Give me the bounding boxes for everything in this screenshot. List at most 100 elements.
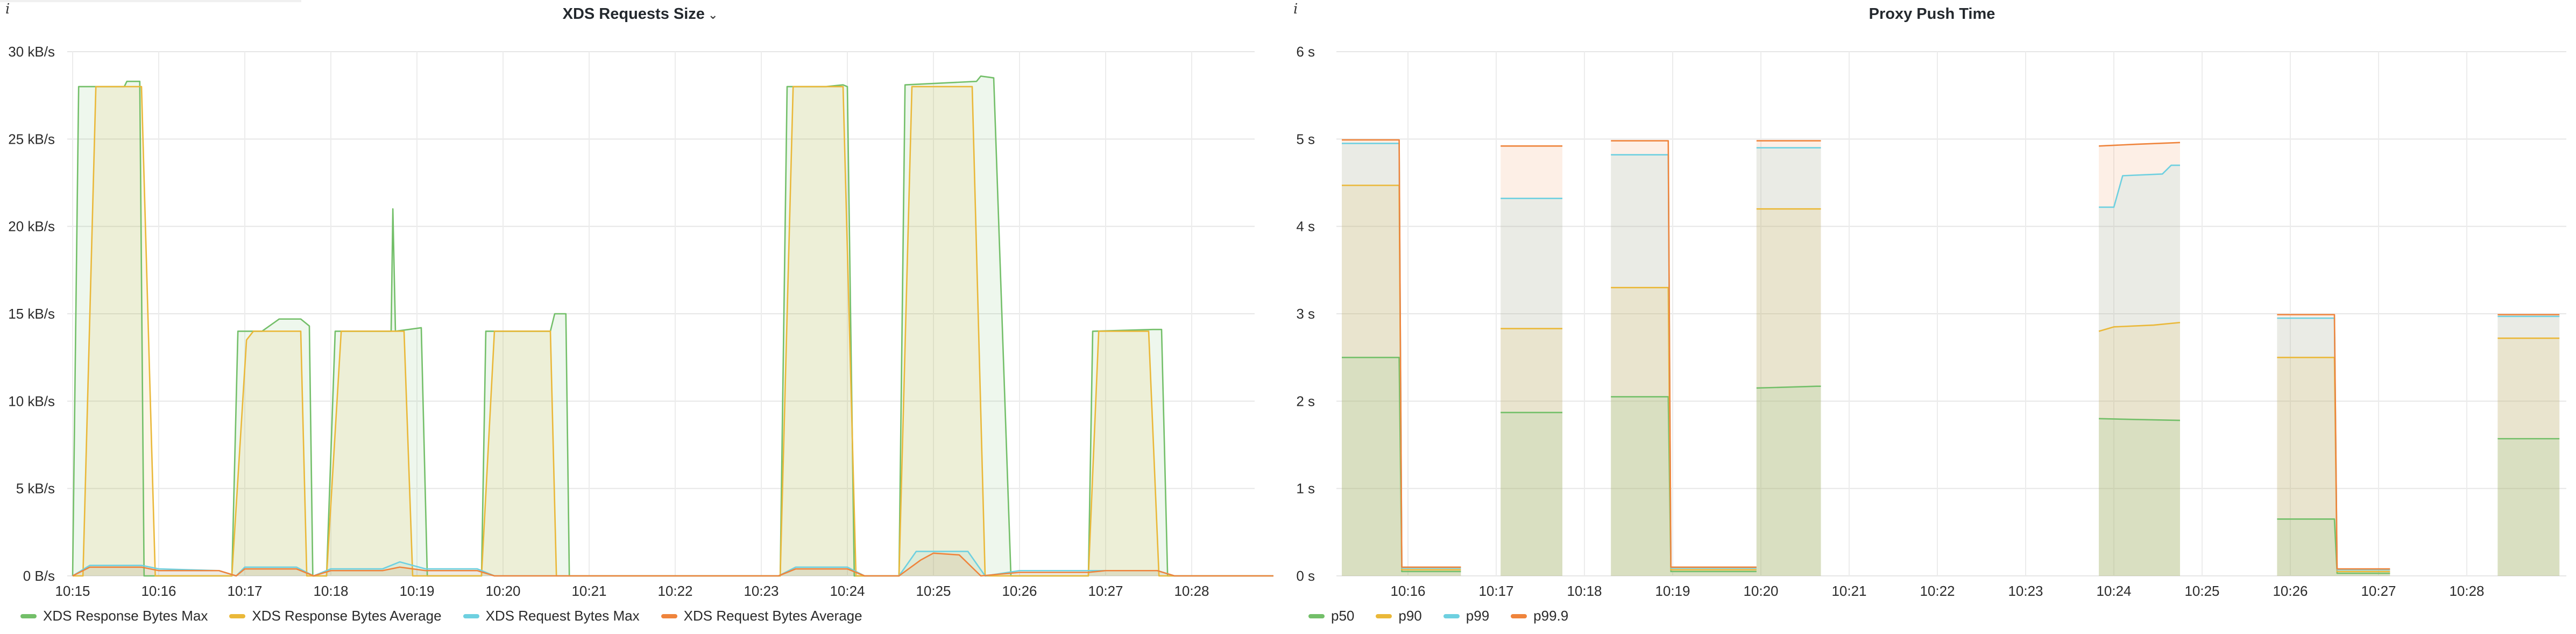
- line-p50[interactable]: [2099, 418, 2181, 421]
- area-p90: [2277, 357, 2390, 576]
- legend-item-p90[interactable]: p90: [1376, 608, 1422, 624]
- area-p99: [1342, 143, 1461, 576]
- y-tick-label: 5 s: [1296, 131, 1315, 147]
- x-tick-label: 10:17: [227, 583, 262, 599]
- x-tick-label: 10:21: [1831, 583, 1866, 599]
- y-tick-label: 10 kB/s: [8, 393, 55, 409]
- x-tick-label: 10:25: [916, 583, 951, 599]
- legend-item-xds-response-bytes-max[interactable]: XDS Response Bytes Max: [20, 608, 208, 624]
- x-tick-label: 10:23: [744, 583, 779, 599]
- chevron-down-icon[interactable]: ⌄: [707, 8, 718, 22]
- legend-item-p50[interactable]: p50: [1308, 608, 1354, 624]
- legend-label: XDS Request Bytes Max: [485, 608, 640, 624]
- legend-swatch: [20, 614, 37, 618]
- x-tick-label: 10:21: [571, 583, 606, 599]
- legend-label: p90: [1398, 608, 1422, 624]
- area-p99-9: [2497, 314, 2560, 576]
- info-icon[interactable]: i: [5, 1, 10, 17]
- line-p50[interactable]: [2277, 518, 2390, 574]
- y-tick-label: 3 s: [1296, 306, 1315, 322]
- y-tick-label: 4 s: [1296, 219, 1315, 235]
- grid: [67, 51, 1255, 576]
- legend-swatch: [1376, 614, 1392, 618]
- x-tick-label: 10:24: [2096, 583, 2131, 599]
- legend-label: XDS Response Bytes Max: [43, 608, 208, 624]
- panel-xds-requests-size: i XDS Requests Size ⌄ 0 B/s 5 kB/s 10 kB/s 1…: [0, 0, 1280, 634]
- legend-item-xds-response-bytes-average[interactable]: XDS Response Bytes Average: [229, 608, 442, 624]
- x-tick-label: 10:19: [1655, 583, 1690, 599]
- legend-swatch: [229, 614, 246, 618]
- y-tick-label: 2 s: [1296, 393, 1315, 409]
- x-tick-label: 10:18: [1567, 583, 1602, 599]
- x-tick-label: 10:27: [2361, 583, 2396, 599]
- legend-item-p99[interactable]: p99: [1443, 608, 1489, 624]
- x-tick-label: 10:16: [1390, 583, 1425, 599]
- line-p99-9[interactable]: [1342, 139, 1461, 568]
- y-tick-label: 0 s: [1296, 568, 1315, 584]
- proxy-chart: 0 s 1 s 2 s 3 s 4 s 5 s 6 s 10:16 10:17 10:18 10:1…: [1296, 44, 2566, 599]
- x-tick-label: 10:26: [1002, 583, 1037, 599]
- panel-title-text: XDS Requests Size: [562, 5, 705, 23]
- area-p50: [1501, 412, 1562, 576]
- area-p99: [1756, 147, 1821, 576]
- y-tick-label: 0 B/s: [23, 568, 55, 584]
- y-tick-label: 5 kB/s: [16, 481, 55, 497]
- x-tick-label: 10:20: [1743, 583, 1778, 599]
- panel-header-strip: [0, 0, 301, 2]
- line-p99-9[interactable]: [2099, 142, 2181, 147]
- series-areas: [73, 76, 1273, 576]
- x-tick-label: 10:26: [2273, 583, 2308, 599]
- legend-label: p99: [1466, 608, 1490, 624]
- legend-swatch: [463, 614, 479, 618]
- legend-swatch: [1443, 614, 1460, 618]
- area-p99: [2099, 165, 2180, 576]
- info-icon[interactable]: i: [1293, 1, 1298, 17]
- area-p50: [2277, 519, 2390, 576]
- panel-title-proxy[interactable]: Proxy Push Time: [1288, 5, 2576, 23]
- area-xds-request-bytes-max: [73, 551, 1273, 576]
- x-tick-label: 10:22: [1920, 583, 1955, 599]
- legend-label: p99.9: [1533, 608, 1569, 624]
- area-p99: [2277, 318, 2390, 576]
- xds-chart: 0 B/s 5 kB/s 10 kB/s 15 kB/s 20 kB/s 25 kB/s 3…: [8, 44, 1273, 599]
- legend-proxy: p50 p90 p99 p99.9: [1308, 608, 1590, 624]
- area-p99-9: [1342, 139, 1461, 576]
- line-p99-9[interactable]: [2277, 314, 2390, 570]
- area-xds-response-bytes-max: [73, 76, 1273, 576]
- area-p99: [1501, 198, 1562, 576]
- area-p50: [1756, 386, 1821, 576]
- x-tick-label: 10:22: [657, 583, 692, 599]
- grid: [1336, 51, 2566, 576]
- series-lines: [72, 75, 1273, 577]
- panel-title-text: Proxy Push Time: [1869, 5, 1995, 23]
- y-tick-label: 20 kB/s: [8, 219, 55, 235]
- line-p99[interactable]: [2099, 164, 2180, 208]
- legend-item-p99-9[interactable]: p99.9: [1511, 608, 1568, 624]
- legend-label: p50: [1331, 608, 1355, 624]
- line-xds-request-bytes-average[interactable]: [72, 552, 1273, 577]
- area-p90: [2497, 338, 2560, 576]
- line-p99-9[interactable]: [1611, 140, 1757, 568]
- panel-title-xds[interactable]: XDS Requests Size ⌄: [0, 5, 1280, 23]
- x-tick-label: 10:23: [2008, 583, 2043, 599]
- x-tick-label: 10:25: [2184, 583, 2219, 599]
- legend-xds: XDS Response Bytes Max XDS Response Bytes…: [20, 608, 884, 624]
- x-tick-label: 10:16: [141, 583, 176, 599]
- y-tick-label: 30 kB/s: [8, 44, 55, 60]
- area-p99-9: [2099, 142, 2180, 576]
- area-p90: [1756, 209, 1821, 576]
- legend-item-xds-request-bytes-average[interactable]: XDS Request Bytes Average: [661, 608, 862, 624]
- area-p99-9: [2277, 314, 2390, 576]
- x-tick-label: 10:28: [1174, 583, 1209, 599]
- x-tick-label: 10:17: [1478, 583, 1513, 599]
- legend-item-xds-request-bytes-max[interactable]: XDS Request Bytes Max: [463, 608, 640, 624]
- line-p50[interactable]: [1756, 385, 1821, 389]
- line-p90[interactable]: [2098, 321, 2181, 332]
- area-p90: [1501, 328, 1562, 576]
- legend-swatch: [1308, 614, 1325, 618]
- x-tick-label: 10:20: [485, 583, 520, 599]
- y-tick-label: 6 s: [1296, 44, 1315, 60]
- area-p99-9: [1611, 140, 1757, 576]
- series-areas: [1342, 139, 2560, 576]
- panel-proxy-push-time: i Proxy Push Time 0 s 1 s 2 s 3 s 4 s 5 s 6 s 1…: [1288, 0, 2576, 634]
